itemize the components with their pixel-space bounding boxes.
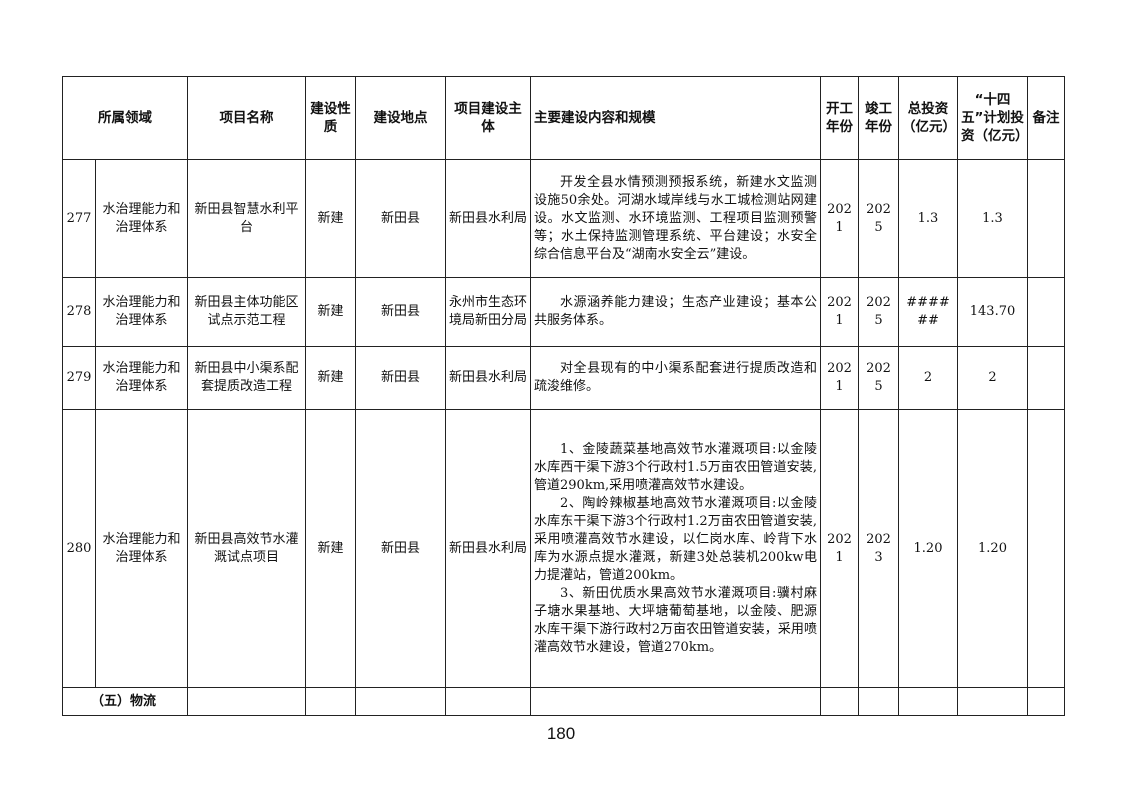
content-paragraph: 2、陶岭辣椒基地高效节水灌溉项目:以金陵水库东干渠下游3个行政村1.2万亩农田管… xyxy=(534,495,817,583)
cell-plan: 143.70 xyxy=(957,277,1028,347)
header-content: 主要建设内容和规模 xyxy=(530,76,821,160)
content-paragraph: 水源涵养能力建设；生态产业建设；基本公共服务体系。 xyxy=(534,295,817,328)
cell-nature: 新建 xyxy=(305,159,356,278)
cell-domain: 水治理能力和治理体系 xyxy=(95,277,188,347)
content-paragraph: 开发全县水情预测预报系统，新建水文监测设施50余处。河湖水域岸线与水工城检测站网… xyxy=(534,174,817,262)
cell-plan: 1.20 xyxy=(957,409,1028,688)
cell-domain: 水治理能力和治理体系 xyxy=(95,159,188,278)
content-paragraph: 对全县现有的中小渠系配套进行提质改造和疏浚维修。 xyxy=(534,361,817,394)
cell-end: 2025 xyxy=(858,159,899,278)
cell-owner: 新田县水利局 xyxy=(445,346,531,410)
cell-start: 2021 xyxy=(820,277,859,347)
cell-no: 279 xyxy=(62,346,96,410)
header-total: 总投资（亿元） xyxy=(898,76,958,160)
content-paragraph: 1、金陵蔬菜基地高效节水灌溉项目:以金陵水库西干渠下游3个行政村1.5万亩农田管… xyxy=(534,441,817,493)
cell-start: 2021 xyxy=(820,159,859,278)
cell-domain: 水治理能力和治理体系 xyxy=(95,409,188,688)
cell-owner: 永州市生态环境局新田分局 xyxy=(445,277,531,347)
header-location: 建设地点 xyxy=(355,76,446,160)
header-name: 项目名称 xyxy=(187,76,306,160)
header-nature: 建设性质 xyxy=(305,76,356,160)
cell-content: 对全县现有的中小渠系配套进行提质改造和疏浚维修。 xyxy=(530,346,821,410)
section-label: （五）物流 xyxy=(62,687,188,716)
cell-name: 新田县中小渠系配套提质改造工程 xyxy=(187,346,306,410)
cell-end: 2023 xyxy=(858,409,899,688)
table-row: 279 水治理能力和治理体系 新田县中小渠系配套提质改造工程 新建 新田县 新田县水利局对… xyxy=(62,346,1065,410)
cell-nature: 新建 xyxy=(305,277,356,347)
content-paragraph: 3、新田优质水果高效节水灌溉项目:骥村麻子塘水果基地、大坪塘葡萄基地，以金陵、肥… xyxy=(534,585,817,655)
cell-content: 水源涵养能力建设；生态产业建设；基本公共服务体系。 xyxy=(530,277,821,347)
cell-location: 新田县 xyxy=(355,159,446,278)
cell-note xyxy=(1027,409,1065,688)
cell-content: 开发全县水情预测预报系统，新建水文监测设施50余处。河湖水域岸线与水工城检测站网… xyxy=(530,159,821,278)
cell-end: 2025 xyxy=(858,277,899,347)
header-end: 竣工年份 xyxy=(858,76,899,160)
cell-end: 2025 xyxy=(858,346,899,410)
header-owner: 项目建设主体 xyxy=(445,76,531,160)
cell-no: 277 xyxy=(62,159,96,278)
cell-nature: 新建 xyxy=(305,346,356,410)
cell-plan: 2 xyxy=(957,346,1028,410)
cell-name: 新田县智慧水利平台 xyxy=(187,159,306,278)
page-number: 180 xyxy=(546,724,576,743)
header-domain: 所属领域 xyxy=(62,76,188,160)
cell-no: 278 xyxy=(62,277,96,347)
cell-start: 2021 xyxy=(820,346,859,410)
cell-no: 280 xyxy=(62,409,96,688)
header-plan: “十四五”计划投资（亿元） xyxy=(957,76,1029,160)
table-row: 280 水治理能力和治理体系 新田县高效节水灌溉试点项目 新建 新田县 新田县水利局 1、金… xyxy=(62,409,1065,688)
cell-location: 新田县 xyxy=(355,346,446,410)
cell-nature: 新建 xyxy=(305,409,356,688)
cell-name: 新田县高效节水灌溉试点项目 xyxy=(187,409,306,688)
cell-owner: 新田县水利局 xyxy=(445,409,531,688)
cell-total: 1.3 xyxy=(898,159,958,278)
table-row: 278 水治理能力和治理体系 新田县主体功能区试点示范工程 新建 新田县 永州市生态环境局… xyxy=(62,277,1065,347)
table-row: 277 水治理能力和治理体系 新田县智慧水利平台 新建 新田县 新田县水利局 开发全县水情预… xyxy=(62,159,1065,278)
cell-location: 新田县 xyxy=(355,277,446,347)
cell-note xyxy=(1027,277,1065,347)
header-start: 开工年份 xyxy=(820,76,859,160)
cell-note xyxy=(1027,346,1065,410)
cell-note xyxy=(1027,159,1065,278)
cell-name: 新田县主体功能区试点示范工程 xyxy=(187,277,306,347)
cell-domain: 水治理能力和治理体系 xyxy=(95,346,188,410)
cell-start: 2021 xyxy=(820,409,859,688)
section-row: （五）物流 xyxy=(62,687,1065,716)
cell-total: 1.20 xyxy=(898,409,958,688)
cell-content: 1、金陵蔬菜基地高效节水灌溉项目:以金陵水库西干渠下游3个行政村1.5万亩农田管… xyxy=(530,409,821,688)
cell-owner: 新田县水利局 xyxy=(445,159,531,278)
cell-total: ###### xyxy=(898,277,958,347)
cell-location: 新田县 xyxy=(355,409,446,688)
header-row: 所属领域 项目名称 建设性质 建设地点 项目建设主体 主要建设内容和规模 开工年… xyxy=(62,76,1065,160)
project-table: 所属领域 项目名称 建设性质 建设地点 项目建设主体 主要建设内容和规模 开工年… xyxy=(62,76,1065,716)
cell-plan: 1.3 xyxy=(957,159,1028,278)
cell-total: 2 xyxy=(898,346,958,410)
header-note: 备注 xyxy=(1027,76,1065,160)
